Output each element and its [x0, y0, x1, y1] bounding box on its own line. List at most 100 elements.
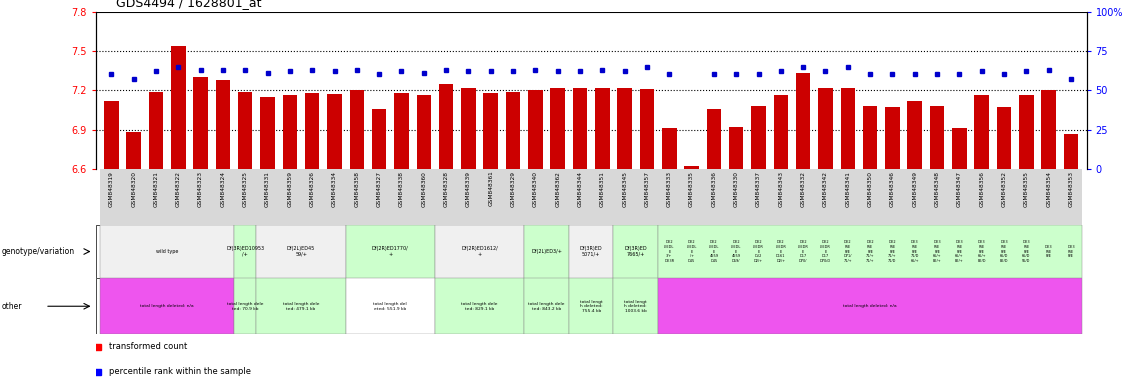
Text: GSM848351: GSM848351	[600, 170, 605, 207]
Bar	[462, 88, 475, 169]
Bar	[930, 106, 945, 169]
Text: GSM848326: GSM848326	[310, 170, 314, 207]
Bar	[234, 278, 257, 334]
Bar	[1016, 169, 1037, 225]
Bar	[948, 169, 971, 225]
Bar	[346, 225, 435, 278]
Bar	[569, 169, 591, 225]
Bar	[908, 101, 922, 169]
Text: total length del
eted: 551.9 kb: total length del eted: 551.9 kb	[374, 302, 408, 311]
Bar	[257, 169, 279, 225]
Text: GSM848350: GSM848350	[868, 170, 873, 207]
Text: total length dele
ted: 829.1 kb: total length dele ted: 829.1 kb	[462, 302, 498, 311]
Bar	[123, 169, 145, 225]
Bar	[926, 169, 948, 225]
Bar	[100, 169, 123, 225]
Text: GSM848349: GSM848349	[912, 170, 918, 207]
Text: total length dele
ted: 843.2 kb: total length dele ted: 843.2 kb	[528, 302, 565, 311]
Text: GSM848357: GSM848357	[644, 170, 650, 207]
Bar	[617, 88, 632, 169]
Bar	[640, 89, 654, 169]
Bar	[305, 93, 320, 169]
Text: Df(3
R)E
R/E
71/D
65/+: Df(3 R)E R/E 71/D 65/+	[911, 240, 919, 263]
Text: GSM848354: GSM848354	[1046, 170, 1052, 207]
Bar	[412, 169, 435, 225]
Bar	[525, 225, 569, 278]
Text: Df(2
L)EDL
E
4559
D45: Df(2 L)EDL E 4559 D45	[708, 240, 720, 263]
Text: GSM848332: GSM848332	[801, 170, 806, 207]
Text: Df(3
R)E
R/E: Df(3 R)E R/E	[1045, 245, 1053, 258]
Text: GSM848356: GSM848356	[980, 170, 984, 207]
Text: Df(3
R)E
R/E: Df(3 R)E R/E	[1067, 245, 1075, 258]
Text: GSM848322: GSM848322	[176, 170, 181, 207]
Text: Df(2
L)EDL
E
4559
D59/: Df(2 L)EDL E 4559 D59/	[731, 240, 741, 263]
Bar	[506, 91, 520, 169]
Text: GSM848348: GSM848348	[935, 170, 939, 207]
Text: GSM848337: GSM848337	[756, 170, 761, 207]
Bar	[457, 169, 480, 225]
Bar	[234, 225, 257, 278]
Bar	[729, 127, 743, 169]
Text: GSM848328: GSM848328	[444, 170, 448, 207]
Bar	[279, 169, 301, 225]
Text: Df(2
L)EDL
E
3/+
Df(3R: Df(2 L)EDL E 3/+ Df(3R	[664, 240, 674, 263]
Text: GSM848359: GSM848359	[287, 170, 293, 207]
Text: total length dele
ted: 70.9 kb: total length dele ted: 70.9 kb	[227, 302, 263, 311]
Text: GSM848341: GSM848341	[846, 170, 850, 207]
Text: wild type: wild type	[155, 249, 178, 254]
Text: total length deleted: n/a: total length deleted: n/a	[141, 304, 194, 308]
Text: Df(2
L)EDL
E
/+
D45: Df(2 L)EDL E /+ D45	[687, 240, 697, 263]
Bar	[212, 169, 234, 225]
Text: GSM848339: GSM848339	[466, 170, 471, 207]
Bar	[1019, 96, 1034, 169]
Text: Df(3
R)E
R/E
65/+
B5/+: Df(3 R)E R/E 65/+ B5/+	[932, 240, 941, 263]
Bar	[837, 169, 859, 225]
Text: Df(2
R)E
R/E
71/+
71/+: Df(2 R)E R/E 71/+ 71/+	[866, 240, 875, 263]
Bar	[1042, 90, 1056, 169]
Bar	[167, 169, 189, 225]
Text: GSM848338: GSM848338	[399, 170, 404, 207]
Text: GSM848343: GSM848343	[778, 170, 784, 207]
Bar	[819, 88, 833, 169]
Bar	[569, 225, 614, 278]
Bar	[658, 169, 680, 225]
Bar	[171, 46, 186, 169]
Bar	[680, 169, 703, 225]
Text: Df(2L)ED3/+: Df(2L)ED3/+	[531, 249, 562, 254]
Text: percentile rank within the sample: percentile rank within the sample	[109, 367, 251, 376]
Text: GSM848331: GSM848331	[265, 170, 270, 207]
Text: Df(3
R)E
R/E
65/+
B5/+: Df(3 R)E R/E 65/+ B5/+	[955, 240, 964, 263]
Bar	[372, 109, 386, 169]
Bar	[525, 278, 569, 334]
Text: GSM848323: GSM848323	[198, 170, 203, 207]
Bar	[725, 169, 748, 225]
Bar	[346, 169, 368, 225]
Text: GSM848335: GSM848335	[689, 170, 694, 207]
Bar	[349, 90, 364, 169]
Bar	[257, 225, 346, 278]
Bar	[614, 169, 636, 225]
Bar	[368, 169, 391, 225]
Text: Df(2
R)E
R/E
D71/
71/+: Df(2 R)E R/E D71/ 71/+	[843, 240, 852, 263]
Text: Df(2R)ED1612/
+: Df(2R)ED1612/ +	[462, 246, 498, 257]
Bar	[903, 169, 926, 225]
Bar	[997, 107, 1011, 169]
Bar	[301, 169, 323, 225]
Bar	[546, 169, 569, 225]
Text: Df(3R)ED
7665/+: Df(3R)ED 7665/+	[625, 246, 647, 257]
Text: GSM848319: GSM848319	[109, 170, 114, 207]
Bar	[417, 96, 431, 169]
Text: genotype/variation: genotype/variation	[1, 247, 74, 256]
Bar	[480, 169, 502, 225]
Bar	[774, 96, 788, 169]
Text: Df(3
R)E
R/E
65/D
55/D: Df(3 R)E R/E 65/D 55/D	[1022, 240, 1030, 263]
Text: GSM848345: GSM848345	[623, 170, 627, 207]
Bar	[435, 225, 525, 278]
Text: transformed count: transformed count	[109, 342, 187, 351]
Text: GSM848342: GSM848342	[823, 170, 828, 207]
Bar	[391, 169, 412, 225]
Text: total length dele
ted: 479.1 kb: total length dele ted: 479.1 kb	[283, 302, 320, 311]
Bar	[751, 106, 766, 169]
Bar	[658, 278, 1082, 334]
Bar	[100, 225, 234, 278]
